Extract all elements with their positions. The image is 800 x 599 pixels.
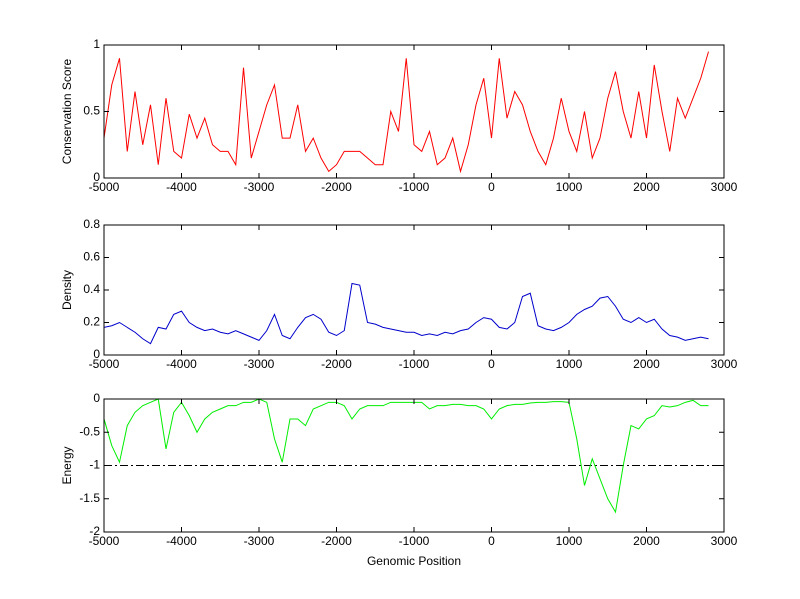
y-tick-label: -0.5	[79, 424, 100, 438]
x-axis-label: Genomic Position	[367, 554, 461, 568]
y-tick-label: 0.5	[83, 104, 100, 118]
y-tick-label: 0	[93, 347, 100, 361]
y-tick-label: 1	[93, 37, 100, 51]
y-axis-label: Conservation Score	[60, 58, 74, 164]
x-tick-label: -1000	[399, 534, 430, 548]
y-tick-label: -1.5	[79, 491, 100, 505]
x-tick-label: 3000	[711, 534, 738, 548]
x-tick-label: 0	[488, 357, 495, 371]
x-tick-label: 3000	[711, 180, 738, 194]
data-line	[103, 51, 709, 174]
y-tick-label: 0.4	[83, 282, 100, 296]
x-tick-label: -4000	[166, 180, 197, 194]
x-tick-label: -3000	[244, 534, 275, 548]
y-tick-label: 0	[93, 391, 100, 405]
plot-area	[104, 225, 724, 355]
y-tick-label: -1	[89, 458, 100, 472]
plot-area	[104, 45, 724, 178]
x-tick-label: 2000	[633, 357, 660, 371]
x-tick-label: -2000	[321, 180, 352, 194]
x-tick-label: -1000	[399, 180, 430, 194]
x-tick-label: -3000	[244, 180, 275, 194]
x-tick-label: 0	[488, 534, 495, 548]
y-tick-label: 0	[93, 170, 100, 184]
x-tick-label: 2000	[633, 534, 660, 548]
data-line	[103, 398, 709, 514]
x-tick-label: 0	[488, 180, 495, 194]
x-tick-label: 2000	[633, 180, 660, 194]
y-tick-label: 0.2	[83, 315, 100, 329]
y-tick-label: -2	[89, 524, 100, 538]
y-axis-label: Density	[60, 270, 74, 310]
x-tick-label: -5000	[89, 180, 120, 194]
x-tick-label: -4000	[166, 534, 197, 548]
x-tick-label: 1000	[556, 534, 583, 548]
x-tick-label: -2000	[321, 357, 352, 371]
y-tick-label: 0.6	[83, 250, 100, 264]
x-tick-label: -4000	[166, 357, 197, 371]
x-tick-label: 1000	[556, 357, 583, 371]
x-tick-label: 1000	[556, 180, 583, 194]
x-tick-label: 3000	[711, 357, 738, 371]
x-tick-label: -2000	[321, 534, 352, 548]
x-tick-label: -5000	[89, 534, 120, 548]
data-line	[103, 282, 709, 345]
y-tick-label: 0.8	[83, 217, 100, 231]
x-tick-label: -3000	[244, 357, 275, 371]
x-tick-label: -5000	[89, 357, 120, 371]
x-tick-label: -1000	[399, 357, 430, 371]
y-axis-label: Energy	[60, 446, 74, 484]
